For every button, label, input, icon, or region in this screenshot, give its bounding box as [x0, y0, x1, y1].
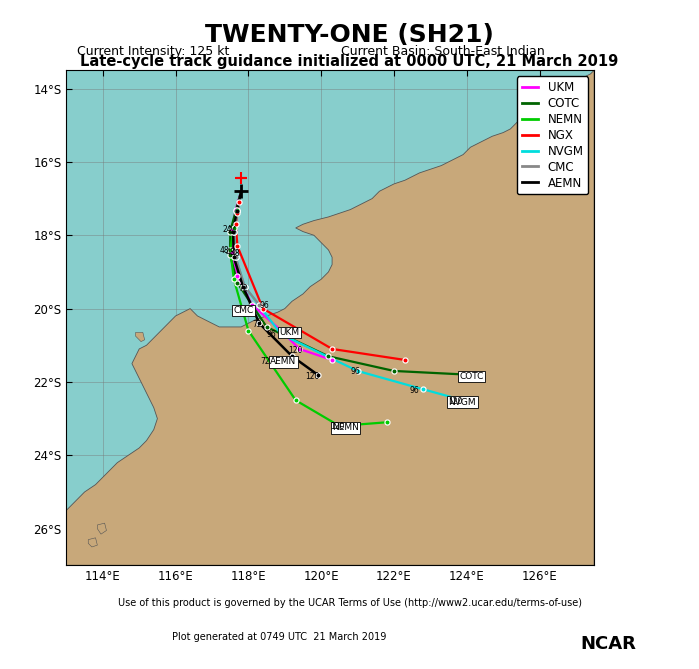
Text: NCAR: NCAR — [580, 635, 636, 652]
Text: 48: 48 — [231, 249, 240, 258]
Text: 96: 96 — [260, 301, 270, 310]
Text: 96: 96 — [409, 385, 419, 395]
Text: 120: 120 — [448, 397, 462, 405]
Polygon shape — [136, 332, 145, 342]
Text: 48: 48 — [226, 248, 236, 257]
Text: 120: 120 — [289, 347, 303, 355]
Legend: UKM, COTC, NEMN, NGX, NVGM, CMC, AEMN: UKM, COTC, NEMN, NGX, NVGM, CMC, AEMN — [517, 76, 589, 194]
Text: 72: 72 — [238, 284, 247, 293]
Text: Plot generated at 0749 UTC  21 March 2019: Plot generated at 0749 UTC 21 March 2019 — [173, 632, 387, 642]
Text: 96: 96 — [351, 367, 361, 376]
Polygon shape — [66, 70, 594, 565]
Text: 120: 120 — [305, 372, 319, 381]
Text: 72: 72 — [260, 357, 270, 367]
Text: 120: 120 — [331, 422, 345, 432]
Text: CMC: CMC — [234, 306, 254, 315]
Text: UKM: UKM — [280, 328, 299, 337]
Text: Current Basin: South-East Indian: Current Basin: South-East Indian — [341, 45, 545, 58]
Text: 24: 24 — [227, 226, 237, 235]
Text: Use of this product is governed by the UCAR Terms of Use (http://www2.ucar.edu/t: Use of this product is governed by the U… — [117, 599, 582, 608]
Text: 72: 72 — [252, 320, 262, 328]
Text: 24: 24 — [222, 225, 232, 234]
Text: NEMN: NEMN — [332, 423, 359, 432]
Text: COTC: COTC — [459, 372, 484, 381]
Text: 96: 96 — [266, 330, 276, 339]
Polygon shape — [88, 538, 97, 547]
Text: Current Intensity: 125 kt: Current Intensity: 125 kt — [77, 45, 229, 58]
Text: TWENTY-ONE (SH21): TWENTY-ONE (SH21) — [205, 23, 494, 47]
Text: NVGM: NVGM — [449, 397, 476, 407]
Text: AEMN: AEMN — [271, 357, 296, 367]
Text: Late-cycle track guidance initialized at 0000 UTC, 21 March 2019: Late-cycle track guidance initialized at… — [80, 54, 619, 68]
Polygon shape — [97, 523, 106, 534]
Text: 48: 48 — [220, 246, 229, 255]
